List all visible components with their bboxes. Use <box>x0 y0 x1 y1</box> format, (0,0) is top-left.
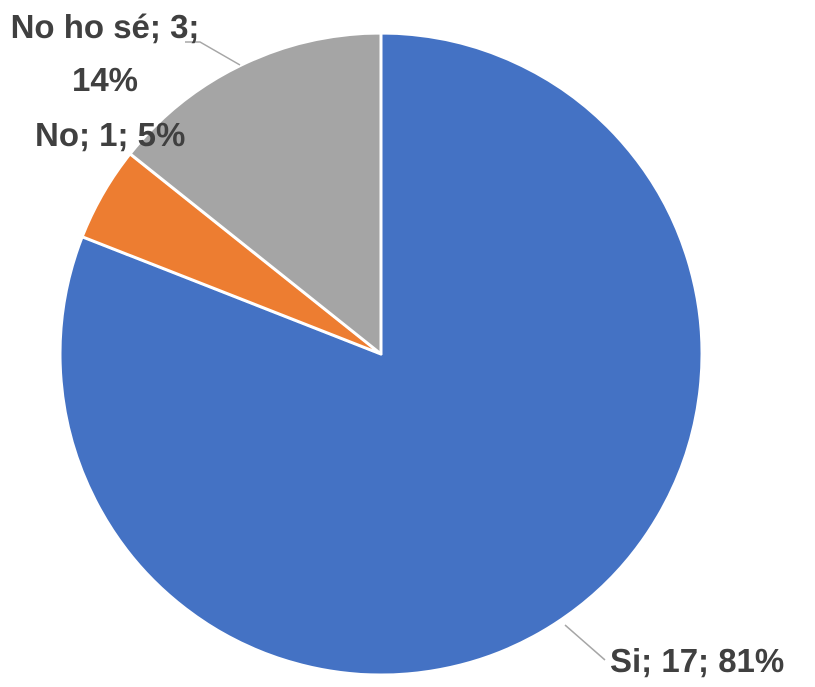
pie-slice <box>128 31 383 356</box>
data-label: No; 1; 5% <box>35 116 186 153</box>
data-label: Si; 17; 81% <box>610 642 785 679</box>
leader-line <box>564 624 606 661</box>
data-label: No ho sé; 3; 14% <box>10 8 200 98</box>
leader-line <box>185 41 241 66</box>
